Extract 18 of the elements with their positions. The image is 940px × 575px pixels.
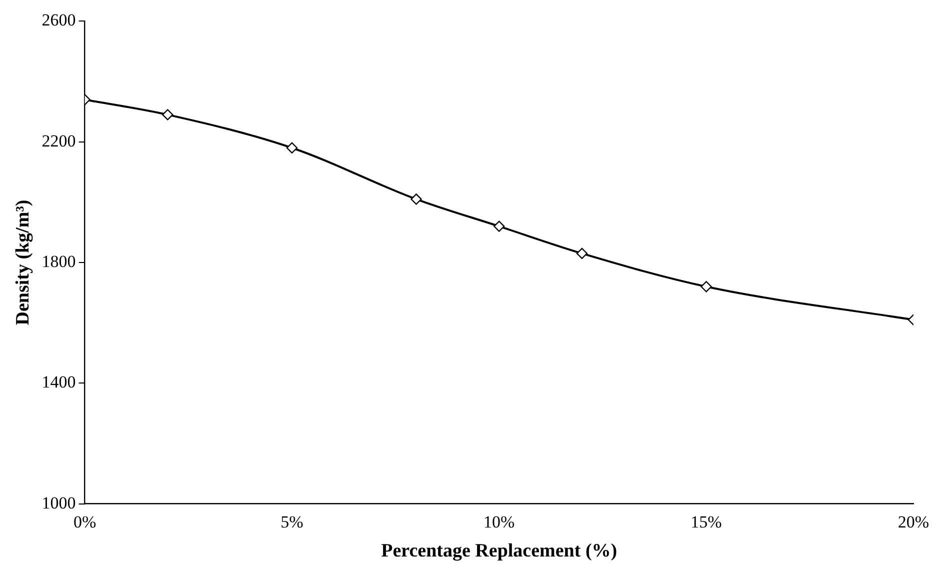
y-axis-title: Density (kg/m³) — [12, 200, 34, 326]
y-tick-label: 2600 — [42, 10, 76, 30]
point — [410, 194, 422, 205]
y-tick-label: 1400 — [42, 372, 76, 392]
y-tick-label: 1800 — [42, 252, 76, 271]
x-tick-label: 10% — [484, 512, 515, 532]
x-axis-title: Percentage Replacement (%) — [381, 540, 618, 562]
point — [286, 142, 298, 154]
point — [162, 109, 174, 120]
x-tick-label: 0% — [73, 512, 96, 532]
point — [494, 220, 505, 232]
x-tick-label: 20% — [898, 512, 930, 532]
point — [700, 281, 712, 292]
x-tick-label: 5% — [280, 512, 304, 532]
y-tick-label: 2200 — [42, 131, 76, 150]
point — [576, 248, 588, 260]
x-tick-label: 15% — [690, 512, 722, 532]
y-tick-label: 1000 — [42, 493, 76, 512]
